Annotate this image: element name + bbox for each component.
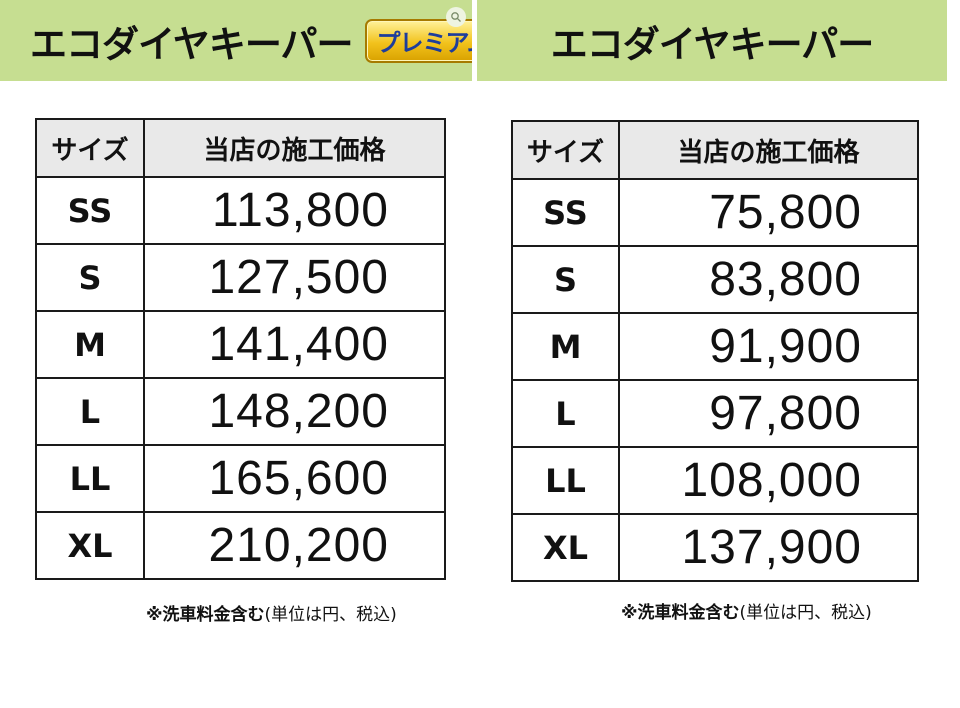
price-table-premium: サイズ 当店の施工価格 SS 113,800 S 127,500 M 141,4… [35, 118, 446, 580]
price-cell: 108,000 [618, 446, 919, 515]
table-row: XL 137,900 [511, 513, 919, 582]
price-note-premium: ※洗車料金含む(単位は円、税込) [146, 600, 397, 625]
price-cell: 165,600 [143, 444, 446, 513]
price-cell: 210,200 [143, 511, 446, 580]
column-header-size: サイズ [511, 120, 620, 180]
table-row: LL 108,000 [511, 446, 919, 515]
column-header-price: 当店の施工価格 [143, 118, 446, 178]
product-title-standard: エコダイヤキーパー [550, 22, 875, 66]
table-header-row: サイズ 当店の施工価格 [511, 120, 919, 180]
banner-divider [472, 0, 477, 81]
price-cell: 141,400 [143, 310, 446, 379]
size-cell: LL [35, 444, 145, 513]
note-car-wash: ※洗車料金含む [621, 603, 740, 623]
banner-premium: エコダイヤキーパー プレミアム [0, 0, 502, 81]
table-row: M 141,400 [35, 310, 446, 379]
price-cell: 113,800 [143, 176, 446, 245]
size-cell: S [35, 243, 145, 312]
price-cell: 97,800 [618, 379, 919, 448]
note-unit: (単位は円、税込) [264, 605, 397, 625]
table-row: SS 113,800 [35, 176, 446, 245]
column-header-price: 当店の施工価格 [618, 120, 919, 180]
size-cell: M [35, 310, 145, 379]
table-row: S 83,800 [511, 245, 919, 314]
price-cell: 148,200 [143, 377, 446, 446]
price-note-standard: ※洗車料金含む(単位は円、税込) [621, 598, 872, 623]
table-row: SS 75,800 [511, 178, 919, 247]
table-row: S 127,500 [35, 243, 446, 312]
product-title-premium: エコダイヤキーパー [30, 22, 354, 66]
price-cell: 91,900 [618, 312, 919, 381]
banner-standard: エコダイヤキーパー [477, 0, 947, 81]
note-car-wash: ※洗車料金含む [146, 605, 265, 625]
size-cell: LL [511, 446, 620, 515]
size-cell: XL [511, 513, 620, 582]
size-cell: SS [511, 178, 620, 247]
price-table-standard: サイズ 当店の施工価格 SS 75,800 S 83,800 M 91,900 … [511, 120, 919, 582]
zoom-lens-icon[interactable] [446, 7, 466, 27]
size-cell: S [511, 245, 620, 314]
table-row: L 148,200 [35, 377, 446, 446]
table-row: M 91,900 [511, 312, 919, 381]
size-cell: SS [35, 176, 145, 245]
table-header-row: サイズ 当店の施工価格 [35, 118, 446, 178]
note-unit: (単位は円、税込) [739, 603, 872, 623]
price-cell: 127,500 [143, 243, 446, 312]
size-cell: M [511, 312, 620, 381]
size-cell: XL [35, 511, 145, 580]
table-row: L 97,800 [511, 379, 919, 448]
price-cell: 83,800 [618, 245, 919, 314]
size-cell: L [511, 379, 620, 448]
column-header-size: サイズ [35, 118, 145, 178]
table-row: XL 210,200 [35, 511, 446, 580]
price-cell: 137,900 [618, 513, 919, 582]
price-cell: 75,800 [618, 178, 919, 247]
size-cell: L [35, 377, 145, 446]
table-row: LL 165,600 [35, 444, 446, 513]
